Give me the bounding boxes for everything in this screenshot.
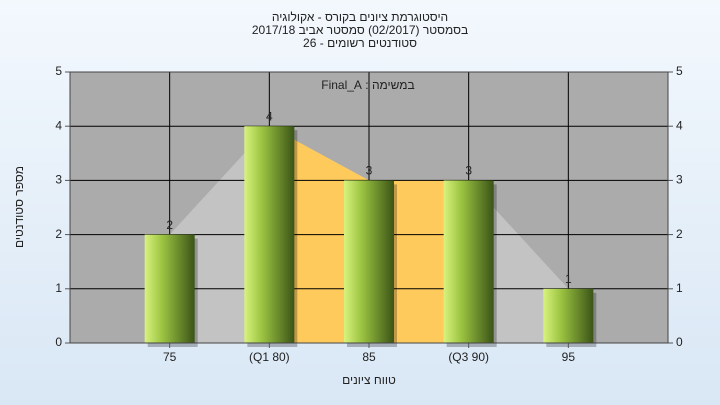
x-tick-label: 75 bbox=[163, 350, 177, 364]
y2-tick-label: 5 bbox=[676, 64, 683, 78]
bar bbox=[443, 180, 494, 343]
y-tick-label: 1 bbox=[55, 281, 62, 295]
chart-subtitle: בסמסטר (02/2017) סמסטר אביב 2017/18 bbox=[252, 23, 468, 37]
y-axis-title: מספר סטודנטים bbox=[12, 166, 26, 248]
value-label: 4 bbox=[266, 109, 273, 123]
y-tick-label: 4 bbox=[55, 118, 62, 132]
chart-title: היסטוגרמת ציונים בקורס - אקולוגיה bbox=[272, 10, 448, 24]
y-tick-label: 2 bbox=[55, 227, 62, 241]
chart-subtitle: סטודנטים רשומים - 26 bbox=[303, 36, 417, 50]
y2-tick-label: 4 bbox=[676, 118, 683, 132]
value-label: 3 bbox=[465, 164, 472, 178]
x-tick-label: (Q3 90) bbox=[448, 350, 489, 364]
x-tick-label: (Q1 80) bbox=[249, 350, 290, 364]
y-tick-label: 3 bbox=[55, 173, 62, 187]
x-axis-title: טווח ציונים bbox=[342, 373, 396, 387]
x-tick-label: 95 bbox=[562, 350, 576, 364]
y2-tick-label: 0 bbox=[676, 335, 683, 349]
bar bbox=[244, 126, 295, 343]
value-label: 1 bbox=[565, 272, 572, 286]
x-tick-label: 85 bbox=[362, 350, 376, 364]
y2-tick-label: 2 bbox=[676, 227, 683, 241]
bar bbox=[144, 234, 195, 343]
bar bbox=[344, 180, 394, 343]
plot-border bbox=[69, 71, 669, 344]
value-label: 3 bbox=[366, 164, 373, 178]
y2-tick-label: 3 bbox=[676, 173, 683, 187]
y2-tick-label: 1 bbox=[676, 281, 683, 295]
bar bbox=[543, 288, 594, 343]
annotation: במשימה : Final_A bbox=[321, 78, 414, 92]
value-label: 2 bbox=[166, 218, 173, 232]
y-tick-label: 0 bbox=[55, 335, 62, 349]
y-tick-label: 5 bbox=[55, 64, 62, 78]
